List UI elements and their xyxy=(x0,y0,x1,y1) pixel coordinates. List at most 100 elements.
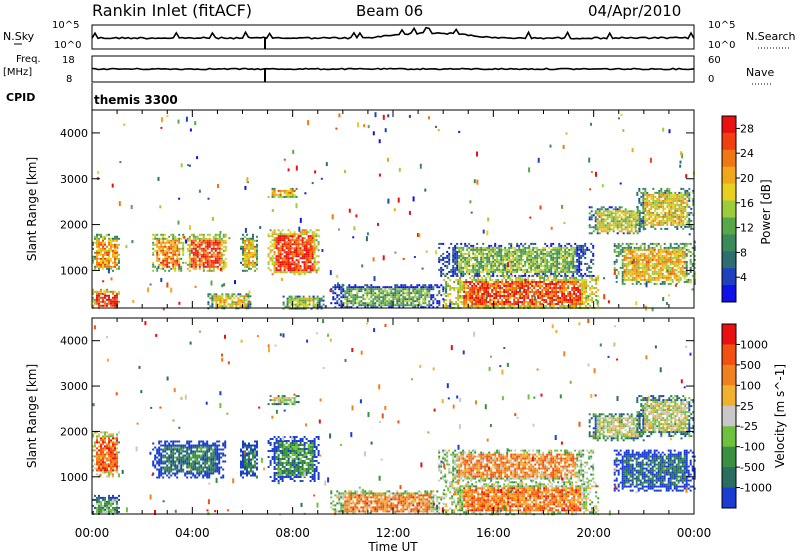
power-cell xyxy=(552,258,555,261)
power-cell xyxy=(275,233,278,236)
power-cell xyxy=(382,304,385,307)
power-cell xyxy=(671,248,674,251)
power-cell xyxy=(590,274,593,277)
power-cell xyxy=(548,268,551,271)
power-cell xyxy=(459,297,462,299)
power-cell xyxy=(474,252,477,255)
power-cell xyxy=(289,263,292,266)
power-cell xyxy=(507,305,510,307)
nsearch-tick-bottom: 10^0 xyxy=(708,40,735,51)
power-cell xyxy=(110,298,112,301)
power-cell xyxy=(445,305,448,307)
power-cell xyxy=(388,286,391,289)
power-cell xyxy=(644,213,647,216)
power-cell xyxy=(509,303,512,305)
power-cell xyxy=(502,262,505,265)
power-cell xyxy=(104,257,106,260)
power-cell xyxy=(657,264,660,267)
power-cell xyxy=(170,247,173,250)
power-cell xyxy=(176,247,179,250)
power-cell xyxy=(678,203,681,206)
power-cell xyxy=(476,270,479,273)
power-cell xyxy=(650,225,653,228)
power-cell xyxy=(672,213,675,216)
power-cell xyxy=(104,237,106,240)
power-cell xyxy=(309,261,312,264)
power-cell xyxy=(659,268,662,271)
power-cell xyxy=(250,261,252,264)
power-cell xyxy=(560,268,563,271)
power-cell xyxy=(246,255,248,258)
power-cell xyxy=(516,248,519,251)
power-cell xyxy=(541,291,544,293)
power-cell xyxy=(317,267,320,270)
power-cell xyxy=(638,227,641,230)
power-cell xyxy=(620,206,623,209)
power-cell xyxy=(208,241,211,244)
nsky-tick-top: 10^5 xyxy=(52,20,79,31)
power-cell xyxy=(540,268,543,271)
power-cell xyxy=(680,205,683,208)
power-cell xyxy=(96,239,98,242)
power-cell xyxy=(297,267,300,270)
power-cell xyxy=(676,221,679,224)
power-cell xyxy=(289,257,292,260)
power-cell xyxy=(644,221,647,224)
power-cell xyxy=(521,283,524,285)
power-cell xyxy=(641,260,644,263)
power-cell xyxy=(172,235,175,238)
power-cell xyxy=(509,289,512,291)
power-cell xyxy=(322,295,325,298)
power-cell xyxy=(477,299,480,301)
power-cell xyxy=(590,250,593,253)
power-cell xyxy=(522,250,525,253)
power-cell xyxy=(273,241,276,244)
power-cell xyxy=(675,272,678,275)
power-cell xyxy=(639,276,642,279)
power-cell xyxy=(470,248,473,251)
power-cell xyxy=(491,291,494,293)
power-cell xyxy=(495,279,498,281)
power-cell xyxy=(246,239,248,242)
power-cell xyxy=(648,207,651,210)
power-cell xyxy=(469,297,472,299)
power-cell xyxy=(693,246,696,249)
power-cell xyxy=(600,206,603,209)
power-cell xyxy=(579,289,582,291)
power-cell xyxy=(638,216,641,219)
power-cell xyxy=(677,252,680,255)
power-cell xyxy=(168,265,171,268)
power-cell xyxy=(604,224,607,227)
power-cell xyxy=(677,244,680,247)
power-cell xyxy=(235,301,238,304)
power-cell xyxy=(380,296,383,299)
power-cell xyxy=(530,250,533,253)
power-cell xyxy=(246,257,248,260)
power-cell xyxy=(116,235,118,238)
power-cell xyxy=(285,189,288,192)
power-cell xyxy=(523,305,526,307)
power-cell xyxy=(102,259,104,262)
power-cell xyxy=(247,293,250,296)
power-cell xyxy=(271,195,274,198)
power-cell xyxy=(237,293,240,296)
power-cell xyxy=(650,207,653,210)
power-cell xyxy=(471,293,474,295)
power-cell xyxy=(684,191,687,194)
power-cell xyxy=(102,263,104,266)
power-cell xyxy=(229,297,232,300)
power-cell xyxy=(637,270,640,273)
power-cell xyxy=(249,301,252,304)
power-cell xyxy=(275,263,278,266)
power-cell xyxy=(118,292,120,295)
power-cell xyxy=(543,289,546,291)
power-cell xyxy=(505,301,508,303)
power-cell xyxy=(454,254,457,257)
power-cell xyxy=(118,243,120,246)
power-cell xyxy=(291,257,294,260)
power-cell xyxy=(100,253,102,256)
power-cell xyxy=(646,203,649,206)
power-cell xyxy=(621,262,624,265)
power-cell xyxy=(658,207,661,210)
freq-label: Freq. xyxy=(16,54,41,65)
